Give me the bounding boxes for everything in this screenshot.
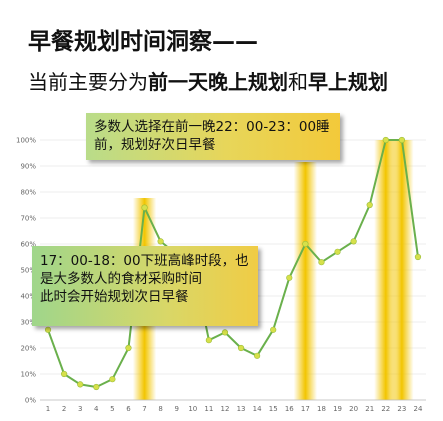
y-tick-label: 80% — [20, 189, 36, 197]
data-point — [366, 201, 373, 209]
data-point — [93, 383, 100, 391]
data-point — [237, 344, 245, 352]
x-tick-label: 22 — [381, 405, 390, 413]
y-tick-label: 20% — [20, 345, 36, 353]
data-point — [205, 337, 212, 344]
highlight-band — [293, 162, 318, 400]
x-tick-label: 18 — [317, 405, 326, 413]
subtitle-prefix: 当前主要分为 — [28, 70, 148, 94]
y-tick-label: 60% — [20, 241, 36, 249]
y-tick-label: 100% — [16, 137, 36, 145]
x-tick-label: 15 — [269, 405, 278, 413]
data-point — [382, 136, 389, 144]
subtitle-highlight-morning: 早上规划 — [308, 70, 388, 94]
x-tick-label: 2 — [62, 405, 66, 413]
data-point — [350, 238, 357, 245]
x-tick-label: 4 — [94, 405, 99, 413]
data-point — [414, 253, 422, 261]
x-tick-label: 20 — [349, 405, 358, 413]
x-tick-label: 17 — [301, 405, 310, 413]
x-tick-label: 5 — [110, 405, 114, 413]
data-point — [398, 136, 405, 144]
data-point — [125, 344, 132, 352]
y-tick-label: 40% — [20, 293, 36, 301]
chart-subtitle: 当前主要分为前一天晚上规划和早上规划 — [28, 66, 388, 95]
x-tick-label: 21 — [365, 405, 374, 413]
data-point — [318, 259, 325, 266]
x-tick-label: 1 — [46, 405, 50, 413]
data-point — [334, 248, 341, 255]
annotation-night-planning: 多数人选择在前一晚22：00-23：00睡前，规划好次日早餐 — [86, 113, 340, 160]
data-point — [44, 326, 52, 333]
data-point — [77, 381, 84, 388]
y-tick-label: 30% — [20, 319, 36, 327]
x-tick-label: 23 — [397, 405, 406, 413]
y-tick-label: 50% — [20, 267, 36, 275]
x-tick-label: 19 — [333, 405, 342, 413]
data-point — [302, 240, 309, 248]
chart-title: 早餐规划时间洞察—— — [28, 29, 258, 55]
x-tick-label: 7 — [142, 405, 146, 413]
y-tick-label: 90% — [20, 163, 36, 171]
x-tick-label: 3 — [78, 405, 82, 413]
annotation-evening-shopping: 17：00-18：00下班高峰时段，也是大多数人的食材采购时间 此时会开始规划次… — [32, 246, 258, 326]
subtitle-connector: 和 — [288, 70, 308, 94]
x-tick-label: 9 — [174, 405, 178, 413]
data-point — [286, 274, 293, 281]
x-tick-label: 8 — [158, 405, 162, 413]
data-point — [109, 376, 116, 383]
x-tick-label: 16 — [285, 405, 294, 413]
annotation-evening-shopping-line1: 17：00-18：00下班高峰时段，也是大多数人的食材采购时间 — [40, 253, 249, 287]
data-point — [157, 238, 164, 245]
x-tick-label: 12 — [220, 405, 229, 413]
subtitle-highlight-evening: 前一天晚上规划 — [148, 70, 288, 94]
y-tick-label: 10% — [20, 371, 36, 379]
data-point — [221, 329, 229, 336]
data-point — [270, 326, 277, 333]
annotation-evening-shopping-line2: 此时会开始规划次日早餐 — [40, 289, 189, 305]
x-tick-label: 24 — [413, 405, 422, 413]
x-tick-label: 6 — [126, 405, 131, 413]
data-point — [141, 204, 148, 211]
x-tick-label: 14 — [253, 405, 262, 413]
x-tick-label: 11 — [204, 405, 213, 413]
y-tick-label: 0% — [25, 397, 36, 405]
x-tick-label: 10 — [188, 405, 197, 413]
data-point — [254, 352, 261, 359]
x-tick-label: 13 — [237, 405, 246, 413]
data-point — [61, 370, 68, 378]
highlight-band — [390, 140, 414, 400]
y-tick-label: 70% — [20, 215, 36, 223]
